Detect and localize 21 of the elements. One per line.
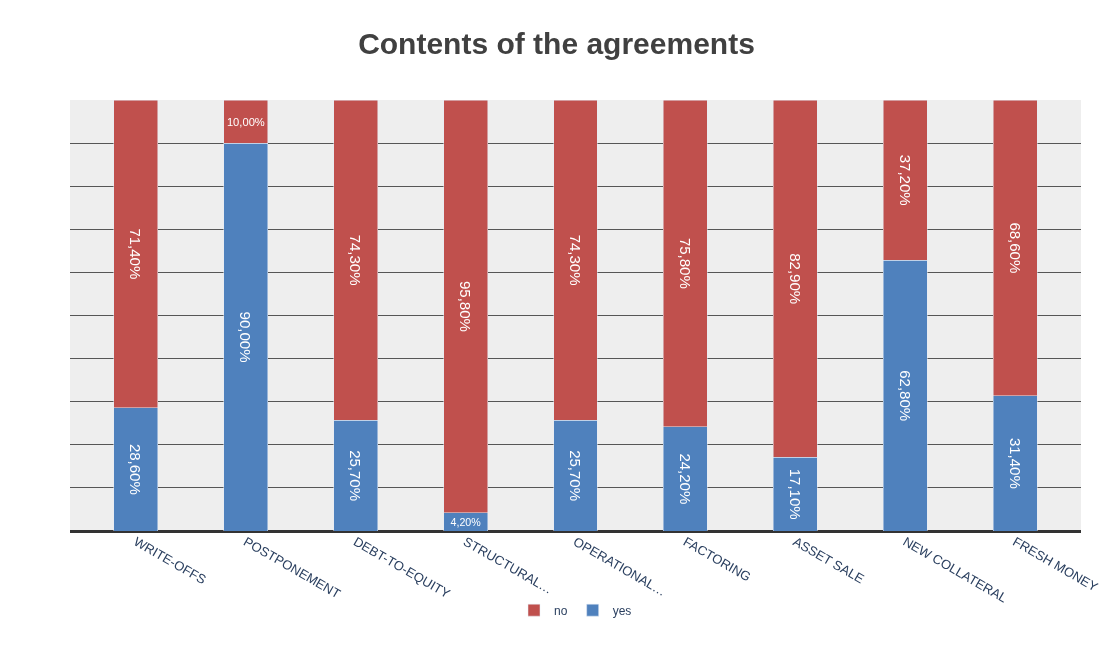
- data-label: 4,20%: [450, 515, 482, 528]
- data-label: 37,20%: [896, 154, 914, 206]
- data-label: 25,70%: [567, 450, 584, 502]
- data-label: 68,60%: [1006, 222, 1024, 274]
- legend-label: yes: [612, 603, 632, 618]
- data-label: 74,30%: [347, 234, 365, 286]
- data-label: 25,70%: [347, 450, 365, 502]
- data-label: 71,40%: [127, 228, 145, 280]
- data-label: 24,20%: [676, 453, 694, 505]
- data-label: 31,40%: [1006, 437, 1024, 489]
- data-label: 28,60%: [127, 443, 145, 495]
- data-label: 82,90%: [786, 253, 804, 305]
- legend-label: no: [554, 603, 568, 618]
- data-label: 74,30%: [567, 234, 584, 286]
- data-label: 62,80%: [896, 370, 914, 422]
- data-label: 75,80%: [676, 237, 694, 289]
- chart-title: Contents of the agreements: [358, 26, 755, 60]
- data-label: 90,00%: [237, 311, 255, 363]
- data-label: 10,00%: [226, 115, 265, 128]
- data-label: 95,80%: [457, 281, 475, 332]
- data-label: 17,10%: [786, 468, 804, 520]
